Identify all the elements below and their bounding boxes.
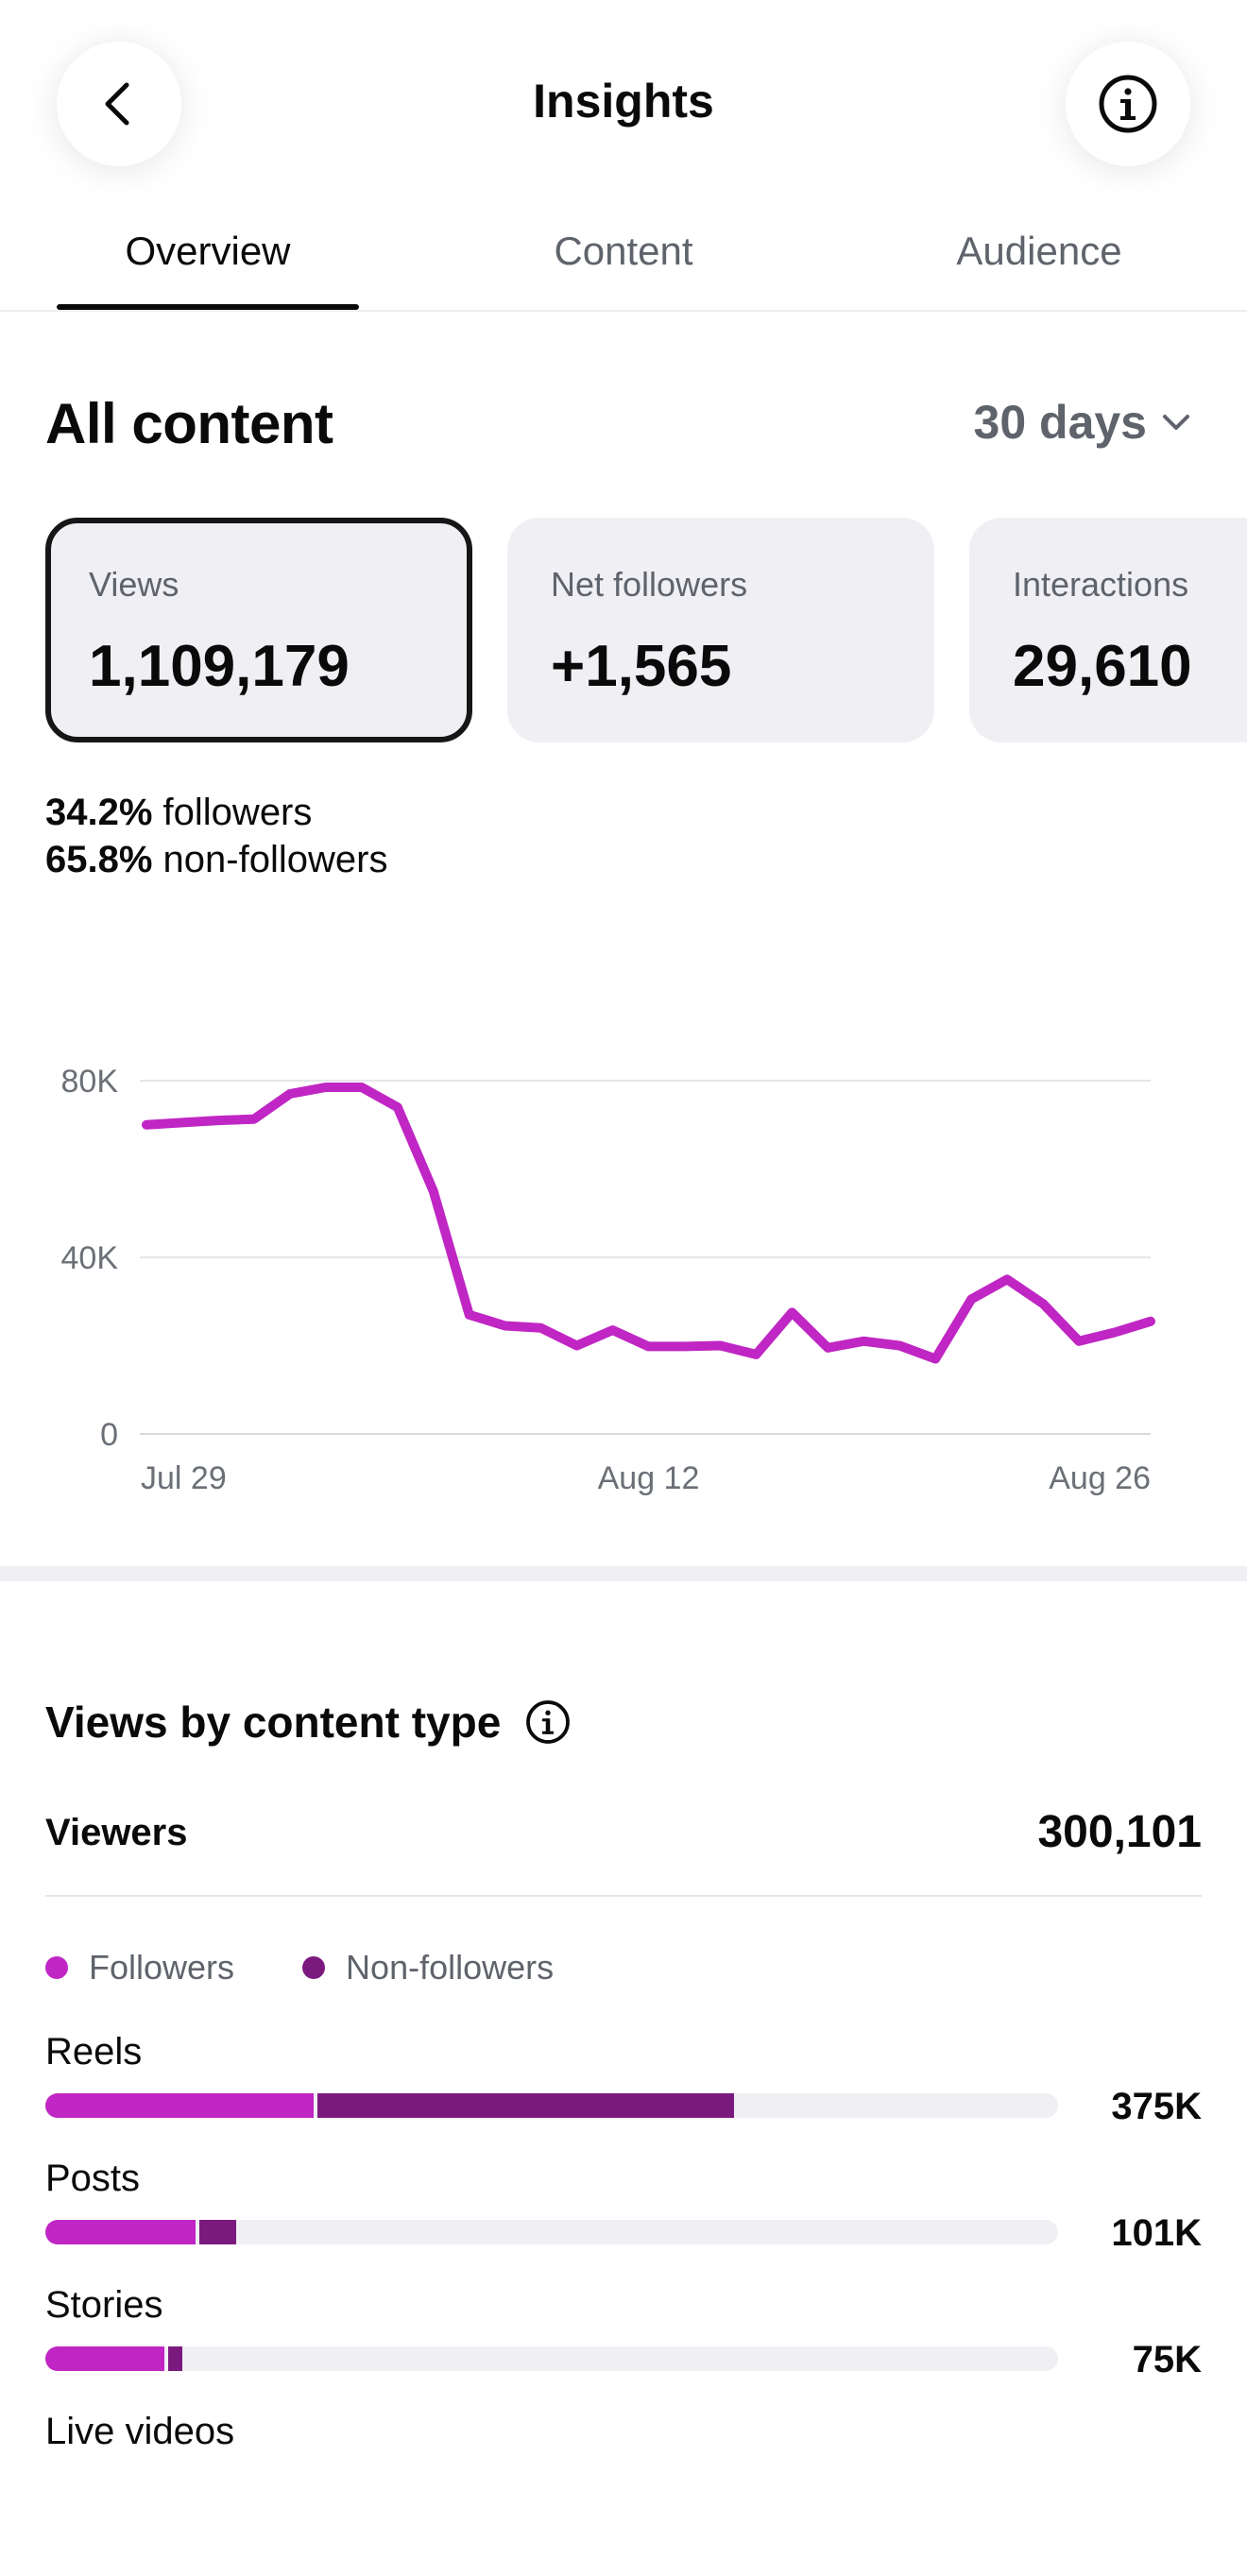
chevron-down-icon bbox=[1163, 415, 1189, 430]
tab-content[interactable]: Content bbox=[554, 229, 693, 273]
metric-value: +1,565 bbox=[551, 634, 732, 699]
content-type-stories[interactable]: Stories 75K bbox=[45, 2284, 1202, 2380]
content-type-label: Posts bbox=[45, 2158, 141, 2199]
metric-card-views[interactable]: Views 1,109,179 bbox=[45, 518, 472, 742]
content-type-label: Live videos bbox=[45, 2411, 235, 2452]
content-type-value: 375K bbox=[1111, 2086, 1202, 2127]
metric-card-net-followers[interactable]: Net followers +1,565 bbox=[507, 518, 934, 742]
divider bbox=[45, 1895, 1202, 1897]
metric-label: Net followers bbox=[551, 565, 748, 604]
bar-track bbox=[45, 2093, 1058, 2118]
date-range-label: 30 days bbox=[973, 396, 1147, 449]
metric-value: 29,610 bbox=[1013, 634, 1192, 699]
series-line-views bbox=[142, 1083, 1155, 1364]
content-type-label: Reels bbox=[45, 2031, 143, 2073]
viewers-value: 300,101 bbox=[1037, 1807, 1202, 1857]
page-title: Insights bbox=[533, 75, 714, 128]
date-range-dropdown[interactable]: 30 days bbox=[974, 395, 1192, 450]
metric-label: Interactions bbox=[1013, 565, 1189, 604]
info-button[interactable] bbox=[1066, 42, 1190, 166]
tab-overview[interactable]: Overview bbox=[125, 229, 291, 273]
info-icon bbox=[1099, 75, 1157, 133]
metric-card-interactions[interactable]: Interactions 29,610 bbox=[969, 518, 1247, 742]
tab-bar: Overview Content Audience bbox=[0, 217, 1247, 312]
bar-non-followers bbox=[317, 2093, 734, 2118]
non-followers-text: non-followers bbox=[162, 839, 388, 880]
legend: Followers Non-followers bbox=[45, 1948, 622, 1987]
y-tick-label: 0 bbox=[100, 1417, 118, 1453]
content-type-value: 101K bbox=[1111, 2212, 1202, 2254]
x-tick-label: Aug 12 bbox=[598, 1460, 700, 1496]
bar-followers bbox=[45, 2220, 196, 2244]
content-type-reels[interactable]: Reels 375K bbox=[45, 2031, 1202, 2127]
chevron-left-icon bbox=[105, 82, 129, 126]
content-type-live-videos[interactable]: Live videos bbox=[45, 2411, 1202, 2453]
x-tick-label: Aug 26 bbox=[1049, 1460, 1151, 1496]
legend-item-non-followers: Non-followers bbox=[302, 1948, 554, 1987]
section-divider bbox=[0, 1566, 1247, 1581]
views-by-type-heading: Views by content type bbox=[45, 1697, 502, 1747]
content-type-posts[interactable]: Posts 101K bbox=[45, 2158, 1202, 2254]
bar-followers bbox=[45, 2346, 165, 2371]
non-followers-share: 65.8% non-followers bbox=[45, 839, 387, 881]
info-icon[interactable] bbox=[525, 1699, 571, 1745]
section-title: All content bbox=[45, 392, 333, 455]
bar-track bbox=[45, 2346, 1058, 2371]
bar-followers bbox=[45, 2093, 315, 2118]
non-followers-percent: 65.8% bbox=[45, 839, 153, 880]
viewers-label: Viewers bbox=[45, 1812, 188, 1853]
back-button[interactable] bbox=[57, 42, 181, 166]
legend-label: Followers bbox=[89, 1948, 235, 1987]
tab-audience[interactable]: Audience bbox=[956, 229, 1122, 273]
metric-label: Views bbox=[89, 565, 179, 604]
header: Insights bbox=[0, 0, 1247, 208]
legend-label: Non-followers bbox=[346, 1948, 555, 1987]
views-by-type-title: Views by content type bbox=[45, 1697, 571, 1748]
views-line-chart: 80K 40K 0 Jul 29 Aug 12 Aug 26 bbox=[61, 1064, 1155, 1496]
content-type-label: Stories bbox=[45, 2284, 163, 2326]
followers-text: followers bbox=[162, 792, 313, 833]
metric-value: 1,109,179 bbox=[89, 634, 350, 699]
y-tick-label: 80K bbox=[61, 1064, 119, 1100]
legend-item-followers: Followers bbox=[45, 1948, 234, 1987]
followers-share: 34.2% followers bbox=[45, 792, 312, 834]
x-tick-label: Jul 29 bbox=[141, 1460, 227, 1496]
active-tab-indicator bbox=[57, 304, 359, 310]
y-tick-label: 40K bbox=[61, 1240, 119, 1276]
legend-dot-followers bbox=[45, 1956, 68, 1979]
bar-non-followers bbox=[198, 2220, 236, 2244]
content-type-value: 75K bbox=[1132, 2339, 1202, 2380]
legend-dot-non-followers bbox=[302, 1956, 326, 1979]
bar-track bbox=[45, 2220, 1058, 2244]
followers-percent: 34.2% bbox=[45, 792, 153, 833]
bar-non-followers bbox=[168, 2346, 182, 2371]
